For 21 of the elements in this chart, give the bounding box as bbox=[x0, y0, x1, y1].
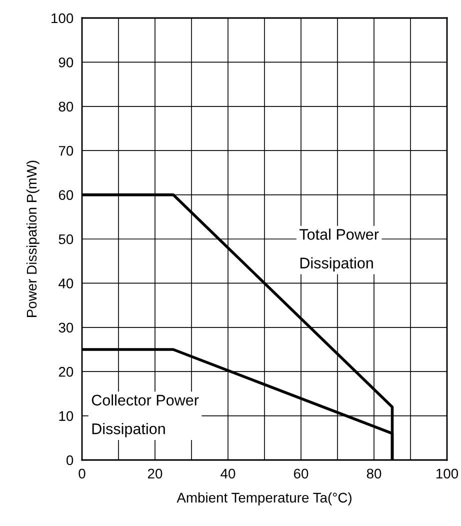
y-tick-label: 40 bbox=[58, 278, 74, 288]
x-axis-title: Ambient Temperature Ta(°C) bbox=[176, 492, 352, 506]
x-tick-label: 80 bbox=[366, 468, 382, 479]
x-tick-label: 40 bbox=[220, 468, 236, 479]
x-tick-label: 0 bbox=[78, 468, 86, 479]
x-tick-label: 60 bbox=[294, 468, 308, 479]
x-tick-label: 20 bbox=[148, 468, 162, 479]
y-tick-label: 70 bbox=[58, 146, 74, 156]
text: Total Power Dissipation bbox=[300, 228, 379, 272]
y-tick-label: 50 bbox=[58, 234, 74, 244]
y-tick-label: 10 bbox=[59, 411, 74, 421]
y-tick-label: 0 bbox=[66, 455, 74, 466]
y-tick-label: 30 bbox=[58, 322, 74, 333]
y-tick-label: 20 bbox=[58, 366, 74, 377]
x-tick-label: 100 bbox=[436, 468, 458, 479]
y-tick-label: 90 bbox=[58, 58, 74, 68]
text: Collector Power Dissipation bbox=[92, 394, 199, 438]
y-tick-label: 100 bbox=[52, 13, 74, 24]
y-axis-title: Power Dissipation P(mW) bbox=[26, 160, 40, 317]
y-tick-label: 80 bbox=[58, 102, 74, 112]
y-tick-label: 60 bbox=[58, 190, 74, 200]
